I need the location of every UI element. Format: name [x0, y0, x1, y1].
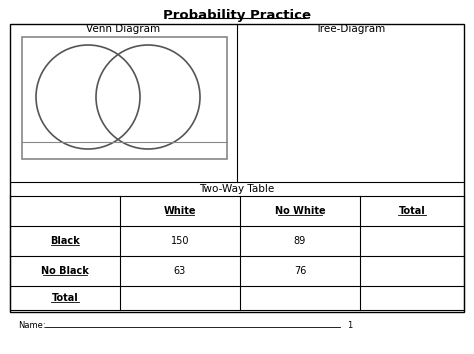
Text: Name:: Name: [18, 321, 46, 331]
Text: Two-Way Table: Two-Way Table [200, 184, 274, 194]
Text: 63: 63 [174, 266, 186, 276]
Text: 1: 1 [347, 321, 353, 331]
Bar [10, 24, 464, 312]
Text: Probability Practice: Probability Practice [163, 10, 311, 23]
Text: No Black: No Black [41, 266, 89, 276]
Bar [22, 37, 227, 159]
Text: No White: No White [275, 206, 325, 216]
Text: 89: 89 [294, 236, 306, 246]
Text: Black: Black [50, 236, 80, 246]
Text: Total: Total [399, 206, 425, 216]
Text: White: White [164, 206, 196, 216]
Text: Venn Diagram: Venn Diagram [86, 24, 160, 34]
Text: 76: 76 [294, 266, 306, 276]
Text: Tree-Diagram: Tree-Diagram [315, 24, 385, 34]
Text: Total: Total [52, 293, 78, 303]
Text: 150: 150 [171, 236, 189, 246]
